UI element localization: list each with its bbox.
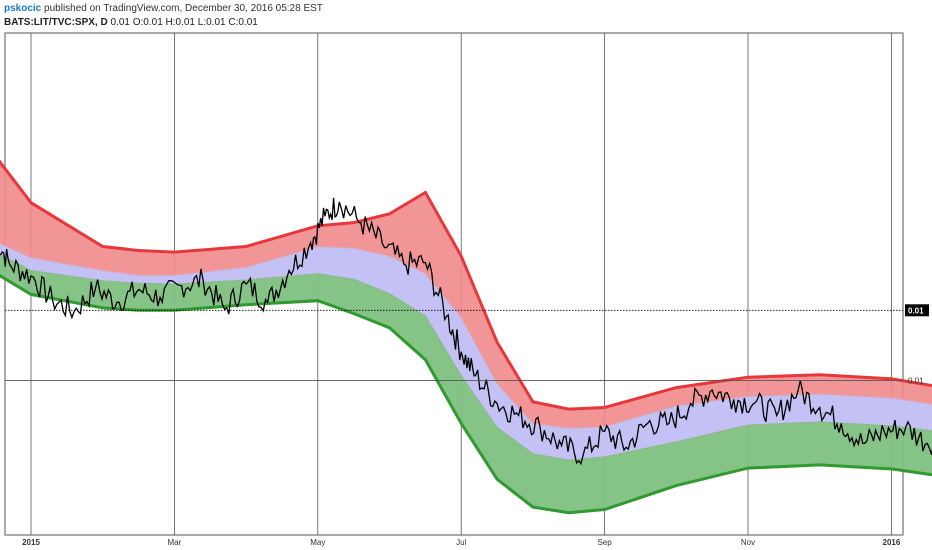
ohlc-values: O:0.01 H:0.01 L:0.01 C:0.01 [132, 17, 258, 28]
publish-line: pskocic published on TradingView.com, De… [4, 2, 323, 16]
x-tick-label: Mar [168, 538, 182, 547]
current-price-badge [905, 304, 929, 317]
price-axis: 0.01 0.01 [905, 304, 929, 385]
symbol-line: BATS:LIT/TVC:SPX, D 0.01 O:0.01 H:0.01 L… [4, 16, 323, 30]
price-levels [5, 309, 903, 381]
lower-inner-line [0, 254, 932, 461]
chart-header: pskocic published on TradingView.com, De… [4, 2, 323, 30]
upper-band-fill [0, 162, 932, 429]
symbol-label: BATS:LIT/TVC:SPX, D [4, 17, 108, 28]
x-tick-label: Nov [741, 538, 755, 547]
x-tick-label: 2015 [22, 538, 40, 547]
x-tick-label: May [310, 538, 325, 547]
upper-inner-line [0, 242, 932, 429]
band-lines [0, 159, 932, 515]
mid-band-fill [0, 243, 932, 461]
band-fills [0, 162, 932, 513]
current-price-label: 0.01 [908, 306, 924, 315]
price-value: 0.01 [110, 17, 130, 28]
upper-band-line [0, 159, 932, 411]
published-text: published on TradingView.com, December 3… [44, 3, 323, 14]
y-tick-label: 0.01 [908, 376, 924, 385]
x-tick-label: 2016 [883, 538, 901, 547]
lower-band-fill [0, 254, 932, 513]
x-tick-label: Jul [456, 538, 466, 547]
x-tick-label: Sep [597, 538, 612, 547]
time-axis: 2015MarMayJulSepNov2016MarMayJulSepNov20… [22, 538, 901, 547]
plot-frame [4, 32, 904, 536]
author-link[interactable]: pskocic [4, 3, 42, 14]
price-line [0, 197, 932, 466]
